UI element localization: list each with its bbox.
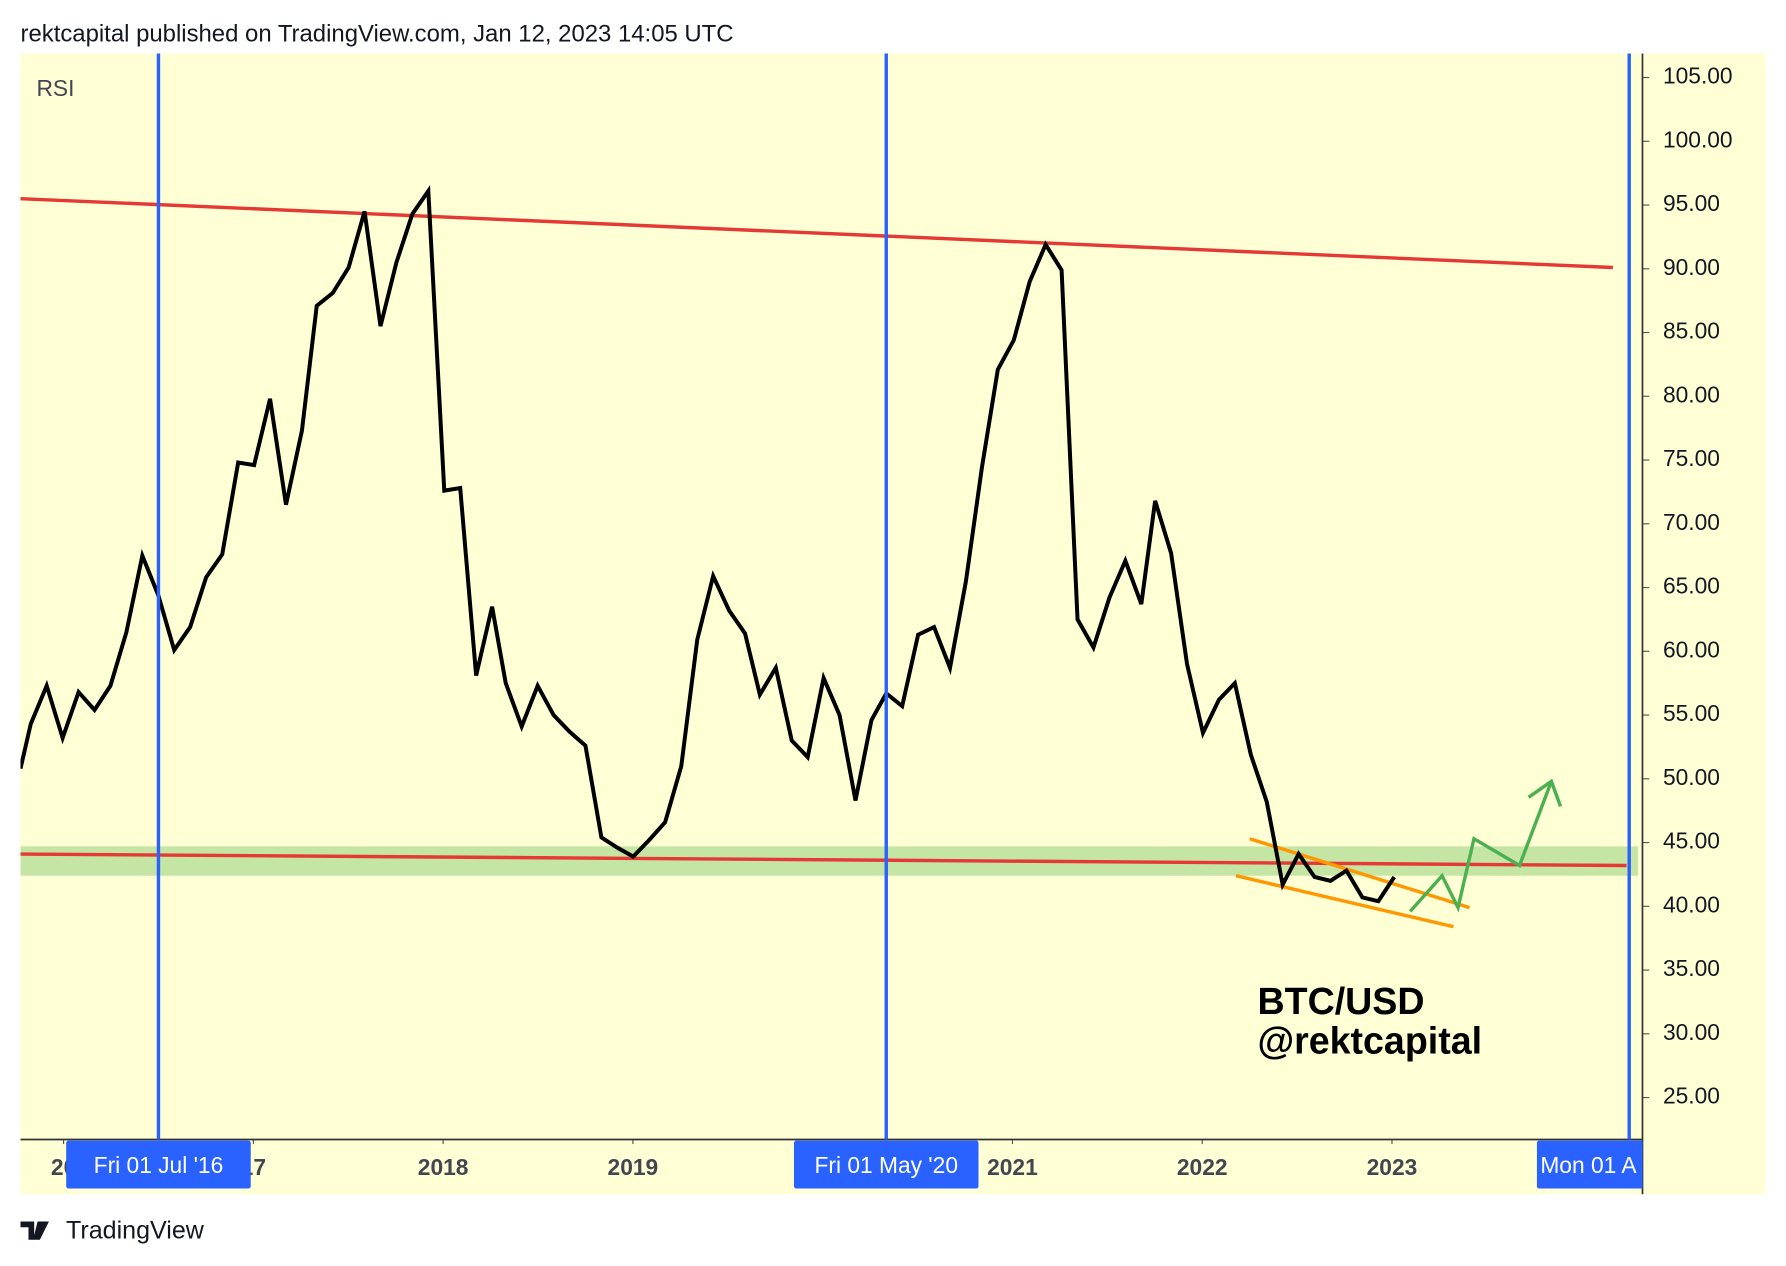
- y-tick-label: 95.00: [1663, 190, 1720, 216]
- plot-area: [20, 185, 1638, 929]
- date-label-box: [793, 1140, 979, 1189]
- y-tick-label: 35.00: [1663, 955, 1720, 981]
- y-tick-label: 70.00: [1663, 509, 1720, 535]
- indicator-name: RSI: [36, 75, 74, 101]
- annotation: @rektcapital: [1257, 1020, 1482, 1062]
- y-tick-label: 100.00: [1663, 126, 1733, 152]
- vline-group: Fri 01 Jul '16 Fri 01 May '20 Mon 01 A: [66, 53, 1643, 1189]
- trendline: [20, 196, 1613, 270]
- x-tick-label: 2022: [1177, 1154, 1228, 1180]
- y-tick-label: 75.00: [1663, 445, 1720, 471]
- footer: TradingView: [66, 1216, 205, 1244]
- date-label: Fri 01 May '20: [814, 1152, 958, 1178]
- trendline: [20, 852, 1627, 868]
- y-tick-label: 85.00: [1663, 318, 1720, 344]
- logo-dot: [40, 1222, 47, 1228]
- y-tick-label: 90.00: [1663, 254, 1720, 280]
- y-tick-label: 80.00: [1663, 381, 1720, 407]
- y-tick-label: 45.00: [1663, 828, 1720, 854]
- date-label: Mon 01 A: [1540, 1152, 1637, 1178]
- y-tick-label: 55.00: [1663, 700, 1720, 726]
- annotation: BTC/USD: [1257, 980, 1424, 1022]
- date-label: Fri 01 Jul '16: [94, 1152, 224, 1178]
- x-tick-label: 2019: [608, 1154, 659, 1180]
- arrow-head: [1527, 778, 1563, 808]
- y-tick-label: 65.00: [1663, 573, 1720, 599]
- y-tick-label: 60.00: [1663, 636, 1720, 662]
- y-tick-label: 50.00: [1663, 764, 1720, 790]
- rsi-line: [20, 185, 1396, 904]
- x-tick-label: 2018: [418, 1154, 469, 1180]
- trendline: [1235, 874, 1454, 929]
- date-label-box: [66, 1140, 251, 1189]
- x-tick-label: 2023: [1367, 1154, 1418, 1180]
- header: rektcapital published on TradingView.com…: [21, 21, 734, 48]
- trendline: [1249, 837, 1471, 910]
- x-tick-label: 2021: [987, 1154, 1038, 1180]
- trendline: [1408, 780, 1553, 913]
- chart-background: [20, 53, 1766, 1195]
- y-tick-label: 105.00: [1663, 63, 1733, 89]
- date-label-box: [1536, 1140, 1643, 1189]
- y-tick-label: 30.00: [1663, 1019, 1720, 1045]
- y-tick-label: 40.00: [1663, 891, 1720, 917]
- y-tick-label: 25.00: [1663, 1083, 1720, 1109]
